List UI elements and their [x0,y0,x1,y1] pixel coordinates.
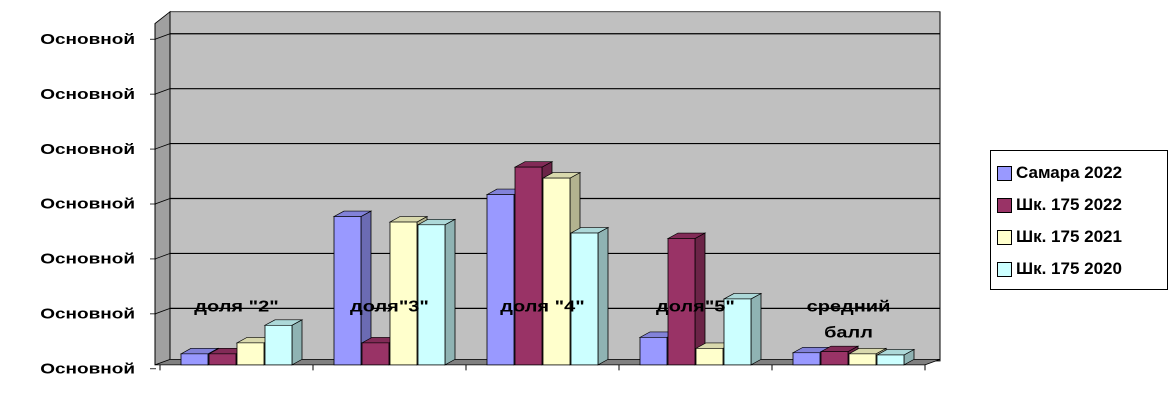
y-tick-label: Основной [40,31,135,48]
legend-swatch [997,165,1012,181]
x-tick-label: доля "4" [500,298,584,315]
x-tick-label: доля"5" [656,298,735,315]
legend-item: Шк. 175 2021 [997,221,1167,253]
legend-label: Шк. 175 2020 [1016,259,1122,278]
y-tick-label: Основной [40,86,135,103]
legend-swatch [997,197,1012,213]
x-tick-label: средний [807,298,891,315]
x-tick-label: доля"3" [350,298,429,315]
legend-item: Самара 2022 [997,157,1167,189]
plot-side-wall [154,10,171,366]
legend-label: Шк. 175 2022 [1016,195,1122,214]
bars [179,161,916,366]
bar [875,348,916,366]
legend-swatch [997,261,1012,277]
legend-label: Шк. 175 2021 [1016,227,1122,246]
y-tick-label: Основной [40,305,135,322]
gridline [154,33,171,40]
gridline [154,307,171,315]
y-tick-label: Основной [40,196,135,213]
legend-item: Шк. 175 2022 [997,189,1167,221]
bar [332,210,373,366]
legend: Самара 2022 Шк. 175 2022 Шк. 175 2021 Шк… [990,150,1168,290]
bar [569,226,610,366]
x-tick-label: доля "2" [194,298,278,315]
y-tick-label: Основной [40,360,135,377]
bar [722,292,763,366]
y-axis-ticks: Основной Основной Основной Основной Основной… [40,31,156,377]
bar [263,319,304,366]
legend-label: Самара 2022 [1016,163,1123,182]
gridline [154,253,171,260]
gridline [154,198,171,205]
x-tick-label: балл [824,323,873,340]
legend-swatch [997,229,1012,245]
gridline [154,143,171,150]
bar [666,232,707,366]
y-tick-label: Основной [40,251,135,268]
y-tick-label: Основной [40,141,135,158]
bar [416,218,457,366]
gridline [154,88,171,95]
legend-item: Шк. 175 2020 [997,253,1167,285]
x-axis-labels: доля "2" доля"3" доля "4" доля"5" средний бал… [159,298,926,371]
